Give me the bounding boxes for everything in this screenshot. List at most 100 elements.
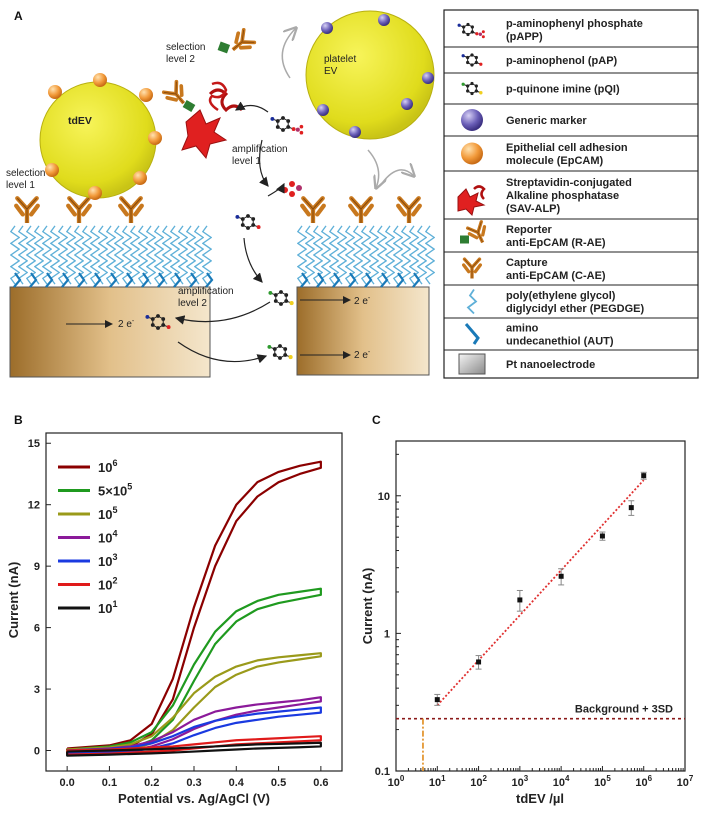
legend-label-line: diglycidyl ether (PEGDGE)	[506, 303, 644, 315]
legend-exponent: 5	[127, 482, 132, 492]
epcam-marker	[148, 131, 162, 145]
legend-label-line: Reporter	[506, 224, 553, 236]
reaction-arrow	[267, 182, 285, 197]
panel-b-x-axis-label: Potential vs. Ag/AgCl (V)	[118, 791, 270, 806]
atom	[278, 344, 282, 348]
legend-exponent: 6	[112, 458, 117, 468]
tick-exponent: 2	[482, 774, 487, 783]
atom	[470, 25, 474, 29]
aut-chain	[125, 272, 134, 288]
oxygen-atom	[481, 35, 485, 39]
panel-b-y-axis-label: Current (nA)	[6, 562, 21, 639]
nitrogen-atom	[235, 214, 240, 219]
panel-b-x-tick-label: 0.2	[144, 777, 159, 789]
legend-exponent: 2	[112, 576, 117, 586]
pegdge-chain	[401, 225, 411, 285]
oxygen-atom	[475, 32, 479, 36]
legend-entry: 5×105	[98, 482, 132, 499]
atom	[240, 223, 245, 227]
legend-exponent: 1	[112, 599, 117, 609]
generic-marker	[378, 14, 390, 26]
aut-chain	[61, 272, 70, 288]
fit-line	[436, 479, 645, 706]
legend-label-line: poly(ethylene glycol)	[506, 290, 616, 302]
sav-alp-coil	[473, 185, 486, 200]
tick-base: 10	[594, 777, 606, 789]
atom	[284, 299, 289, 303]
aut-chain	[316, 272, 325, 288]
oxygen-atom	[256, 225, 261, 230]
atom	[286, 125, 291, 129]
aut-chain	[45, 272, 54, 288]
aut-chain	[13, 272, 22, 288]
legend-label: amino undecanethiol (AUT)	[506, 323, 614, 348]
atom	[161, 317, 166, 321]
pap-molecule-icon	[461, 53, 483, 67]
reaction-arrow	[234, 101, 269, 113]
transfer-arrow	[367, 149, 379, 188]
panel-b-x-tick-label: 0.4	[229, 777, 245, 789]
pegdge-chain	[194, 225, 204, 285]
atom	[156, 314, 160, 318]
pegdge-chain	[178, 225, 188, 285]
legend-rows: p-aminophenyl phosphate (pAPP)p-aminophen…	[444, 18, 698, 375]
generic-marker-icon	[461, 109, 483, 131]
panel-b-x-tick-label: 0.6	[313, 777, 328, 789]
left-sam-layer	[10, 198, 214, 288]
tick-base: 10	[635, 777, 647, 789]
tick-exponent: 6	[648, 774, 653, 783]
legend-label-line: amino	[506, 323, 539, 335]
capture-antibody-icon	[302, 198, 324, 223]
cv-curve-series-6	[66, 741, 322, 757]
phosphate-atom	[289, 181, 295, 187]
data-point	[641, 473, 647, 479]
atom	[279, 290, 283, 294]
pegdge-chain	[162, 225, 172, 285]
panel-c-x-tick-label: 103	[512, 774, 529, 789]
left-pt-nanoelectrode	[9, 286, 211, 378]
pegdge-chain	[425, 225, 435, 285]
nitrogen-atom	[268, 290, 273, 295]
pegdge-chain	[353, 225, 363, 285]
amplification-level-2-label: amplification level 2	[178, 286, 234, 309]
data-point	[476, 659, 482, 665]
selection-level-1-label: selection level 1	[6, 168, 45, 191]
reporter-complex	[161, 79, 244, 160]
panel-b-y-tick-label: 3	[34, 684, 40, 696]
reaction-arrows	[174, 101, 285, 364]
pegdge-chain	[34, 225, 44, 285]
oxygen-atom	[291, 127, 296, 132]
reaction-arrow	[174, 301, 271, 325]
papp-molecule-icon	[457, 22, 485, 39]
tick-base: 10	[512, 777, 524, 789]
panel-b-y-tick-label: 9	[34, 561, 40, 573]
transfer-arrows	[281, 28, 414, 188]
legend-label: Streptavidin-conjugated Alkaline phosphat…	[506, 177, 632, 215]
panel-b-y-tick-label: 15	[28, 438, 40, 450]
aut-chain	[380, 272, 389, 288]
tick-exponent: 0	[400, 774, 405, 783]
oxygen-atom	[299, 130, 304, 135]
atom	[470, 81, 474, 86]
panel-c-x-tick-label: 105	[594, 774, 611, 789]
transfer-arrow	[379, 170, 414, 187]
pqi-molecule-icon	[461, 81, 483, 96]
platelet-label: platelet EV	[324, 54, 356, 77]
papp-molecule-icon	[270, 116, 304, 135]
tick-base: 10	[470, 777, 482, 789]
pap-molecule-icon	[235, 214, 261, 230]
capture-antibody-icon	[350, 198, 372, 223]
cv-curve-series-0	[66, 460, 322, 754]
tick-exponent: 4	[565, 774, 570, 783]
pegdge-chain	[130, 225, 140, 285]
right-electron-label-bottom: 2 e-	[354, 349, 371, 361]
aut-chain	[300, 272, 309, 288]
phosphorus-atom	[295, 127, 300, 132]
panel-b-x-tick-label: 0.0	[59, 777, 74, 789]
atom	[466, 22, 470, 27]
pqi-molecule-icon	[267, 344, 293, 360]
panel-c-plot-frame	[395, 440, 686, 772]
